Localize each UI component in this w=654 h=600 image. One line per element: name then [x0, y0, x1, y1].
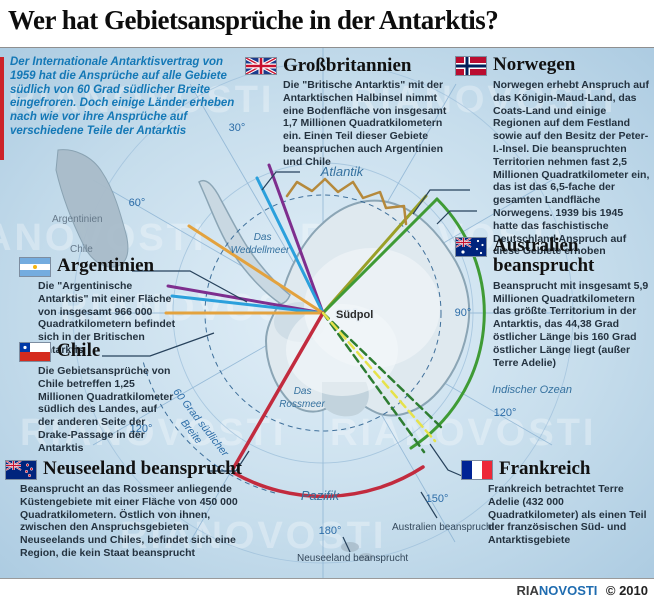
- norway-flag-icon: [456, 57, 486, 75]
- degree-label-120-east: 120°: [494, 407, 517, 419]
- section-title-uk: Großbritannien: [283, 55, 412, 76]
- weddell-sea-label: Das Weddellmeer: [231, 232, 290, 256]
- degree-label-90: 90°: [455, 307, 472, 319]
- australia-claim-line-west: [321, 197, 439, 315]
- france-connector: [429, 443, 463, 477]
- section-new-zealand: Neuseeland beansprucht Beansprucht an da…: [6, 459, 258, 560]
- south-america-landmass: [55, 149, 129, 268]
- new-zealand-island: [359, 553, 373, 561]
- degree-label-180: 180°: [319, 525, 342, 537]
- section-title-france: Frankreich: [499, 458, 591, 479]
- weddell-sea-label-line2: Weddellmeer: [231, 245, 290, 256]
- uk-connector: [261, 171, 300, 191]
- section-chile: Chile Die Gebietsansprüche von Chile bet…: [20, 341, 180, 455]
- pacific-ocean-label: Pazifik: [301, 488, 341, 503]
- chile-flag-icon: [20, 343, 50, 361]
- new-zealand-sector-label-connector: [342, 536, 351, 553]
- australia-claim-arc: [409, 197, 486, 450]
- new-zealand-claim-arc: [232, 465, 425, 499]
- france-flag-icon: [462, 461, 492, 479]
- section-body-france: Frankreich betrachtet Terre Adelie (432 …: [488, 483, 647, 547]
- watermark-text: RIANOVOSTI: [350, 79, 616, 121]
- france-claim-edge-west: [321, 311, 444, 430]
- ross-sea-label: Das Rossmeer: [279, 386, 325, 410]
- indian-ocean-label: Indischer Ozean: [492, 384, 572, 396]
- page-title: Wer hat Gebietsansprüche in der Antarkti…: [8, 5, 499, 35]
- norway-east-claim-line: [321, 194, 428, 315]
- watermark-text: RIANOVOSTI: [8, 79, 274, 121]
- argentina-connector: [132, 270, 248, 303]
- france-claim-line: [321, 311, 437, 443]
- footer: RIANOVOSTI © 2010: [0, 578, 654, 600]
- australia-connector: [436, 210, 477, 225]
- ross-sea-label-line1: Das: [294, 386, 312, 397]
- norway-connector: [412, 189, 470, 215]
- degree-label-60: 60°: [129, 197, 146, 209]
- intro-block: Der Internationale Antarktisvertrag von …: [10, 56, 240, 139]
- footer-copyright: © 2010: [605, 583, 648, 598]
- weddell-sea-label-line1: Das: [254, 232, 272, 243]
- chile-claim-line-east: [187, 224, 325, 315]
- watermark-text: RIANOVOSTI: [120, 515, 386, 557]
- australia-flag-icon: [456, 238, 486, 256]
- new-zealand-claim-line-west: [231, 311, 325, 471]
- norway-wavy-claim-line: [285, 177, 408, 226]
- section-title-new-zealand: Neuseeland beansprucht: [43, 458, 242, 479]
- section-argentina: Argentinien Die "Argentinische Antarktis…: [20, 256, 180, 357]
- watermark-text: RIANOVOSTI: [20, 412, 286, 454]
- section-title-argentina: Argentinien: [57, 255, 155, 276]
- section-uk: Großbritannien Die "Britische Antarktis"…: [246, 56, 454, 169]
- degree-label-120-west: 120°: [130, 423, 153, 435]
- argentina-country-label: Argentinien: [52, 214, 103, 225]
- section-title-chile: Chile: [57, 340, 101, 361]
- south-pole-label: Südpol: [336, 309, 373, 321]
- australia-sector-label-connector: [420, 491, 438, 519]
- new-zealand-island: [341, 542, 359, 552]
- uk-claim-line-west: [166, 284, 325, 315]
- uk-claim-line-east: [267, 163, 325, 315]
- argentina-claim-line-west: [170, 294, 325, 315]
- footer-brand-novosti: NOVOSTI: [538, 583, 598, 598]
- france-claim-edge-east: [321, 311, 426, 454]
- claim-lines: [164, 163, 486, 499]
- section-body-uk: Die "Britische Antarktis" mit der Antark…: [283, 79, 447, 168]
- chile-country-label: Chile: [70, 244, 93, 255]
- argentina-claim-line-east: [255, 176, 325, 315]
- new-zealand-sector-label: Neuseeland beansprucht: [297, 553, 408, 564]
- uk-flag-icon: [246, 58, 276, 74]
- antarctica-continent: [198, 179, 471, 417]
- atlantic-ocean-label: Atlantik: [320, 164, 365, 179]
- section-body-chile: Die Gebietsansprüche von Chile betreffen…: [38, 365, 174, 454]
- watermark-text: RIANOVOSTI: [330, 412, 596, 454]
- section-body-norway: Norwegen erhebt Anspruch auf das Königin…: [493, 79, 650, 258]
- section-australia: Australien beansprucht Beansprucht mit i…: [456, 236, 652, 369]
- intro-accent-bar: [0, 57, 4, 160]
- connector-lines: [102, 171, 477, 553]
- section-france: Frankreich Frankreich betrachtet Terre A…: [462, 459, 652, 547]
- section-norway: Norwegen Norwegen erhebt Anspruch auf da…: [456, 55, 652, 258]
- section-body-australia: Beansprucht mit insgesamt 5,9 Millionen …: [493, 279, 649, 369]
- australia-sector-label: Australien beansprucht: [392, 522, 495, 533]
- section-title-norway: Norwegen: [493, 54, 576, 75]
- degree-label-150: 150°: [426, 493, 449, 505]
- new-zealand-connector: [208, 450, 250, 472]
- antarctic-peninsula: [198, 179, 291, 305]
- intro-text: Der Internationale Antarktisvertrag von …: [10, 56, 235, 137]
- section-body-argentina: Die "Argentinische Antarktis" mit einer …: [38, 280, 176, 356]
- chile-connector: [102, 332, 215, 357]
- new-zealand-flag-icon: [6, 461, 36, 479]
- argentina-flag-icon: [20, 258, 50, 276]
- header: Wer hat Gebietsansprüche in der Antarkti…: [0, 0, 654, 48]
- footer-brand-ria: RIA: [516, 583, 539, 598]
- ross-sea-label-line2: Rossmeer: [279, 399, 325, 410]
- section-title-australia: Australien beansprucht: [493, 235, 595, 276]
- section-body-new-zealand: Beansprucht an das Rossmeer anliegende K…: [20, 483, 238, 559]
- degree-label-30: 30°: [229, 122, 246, 134]
